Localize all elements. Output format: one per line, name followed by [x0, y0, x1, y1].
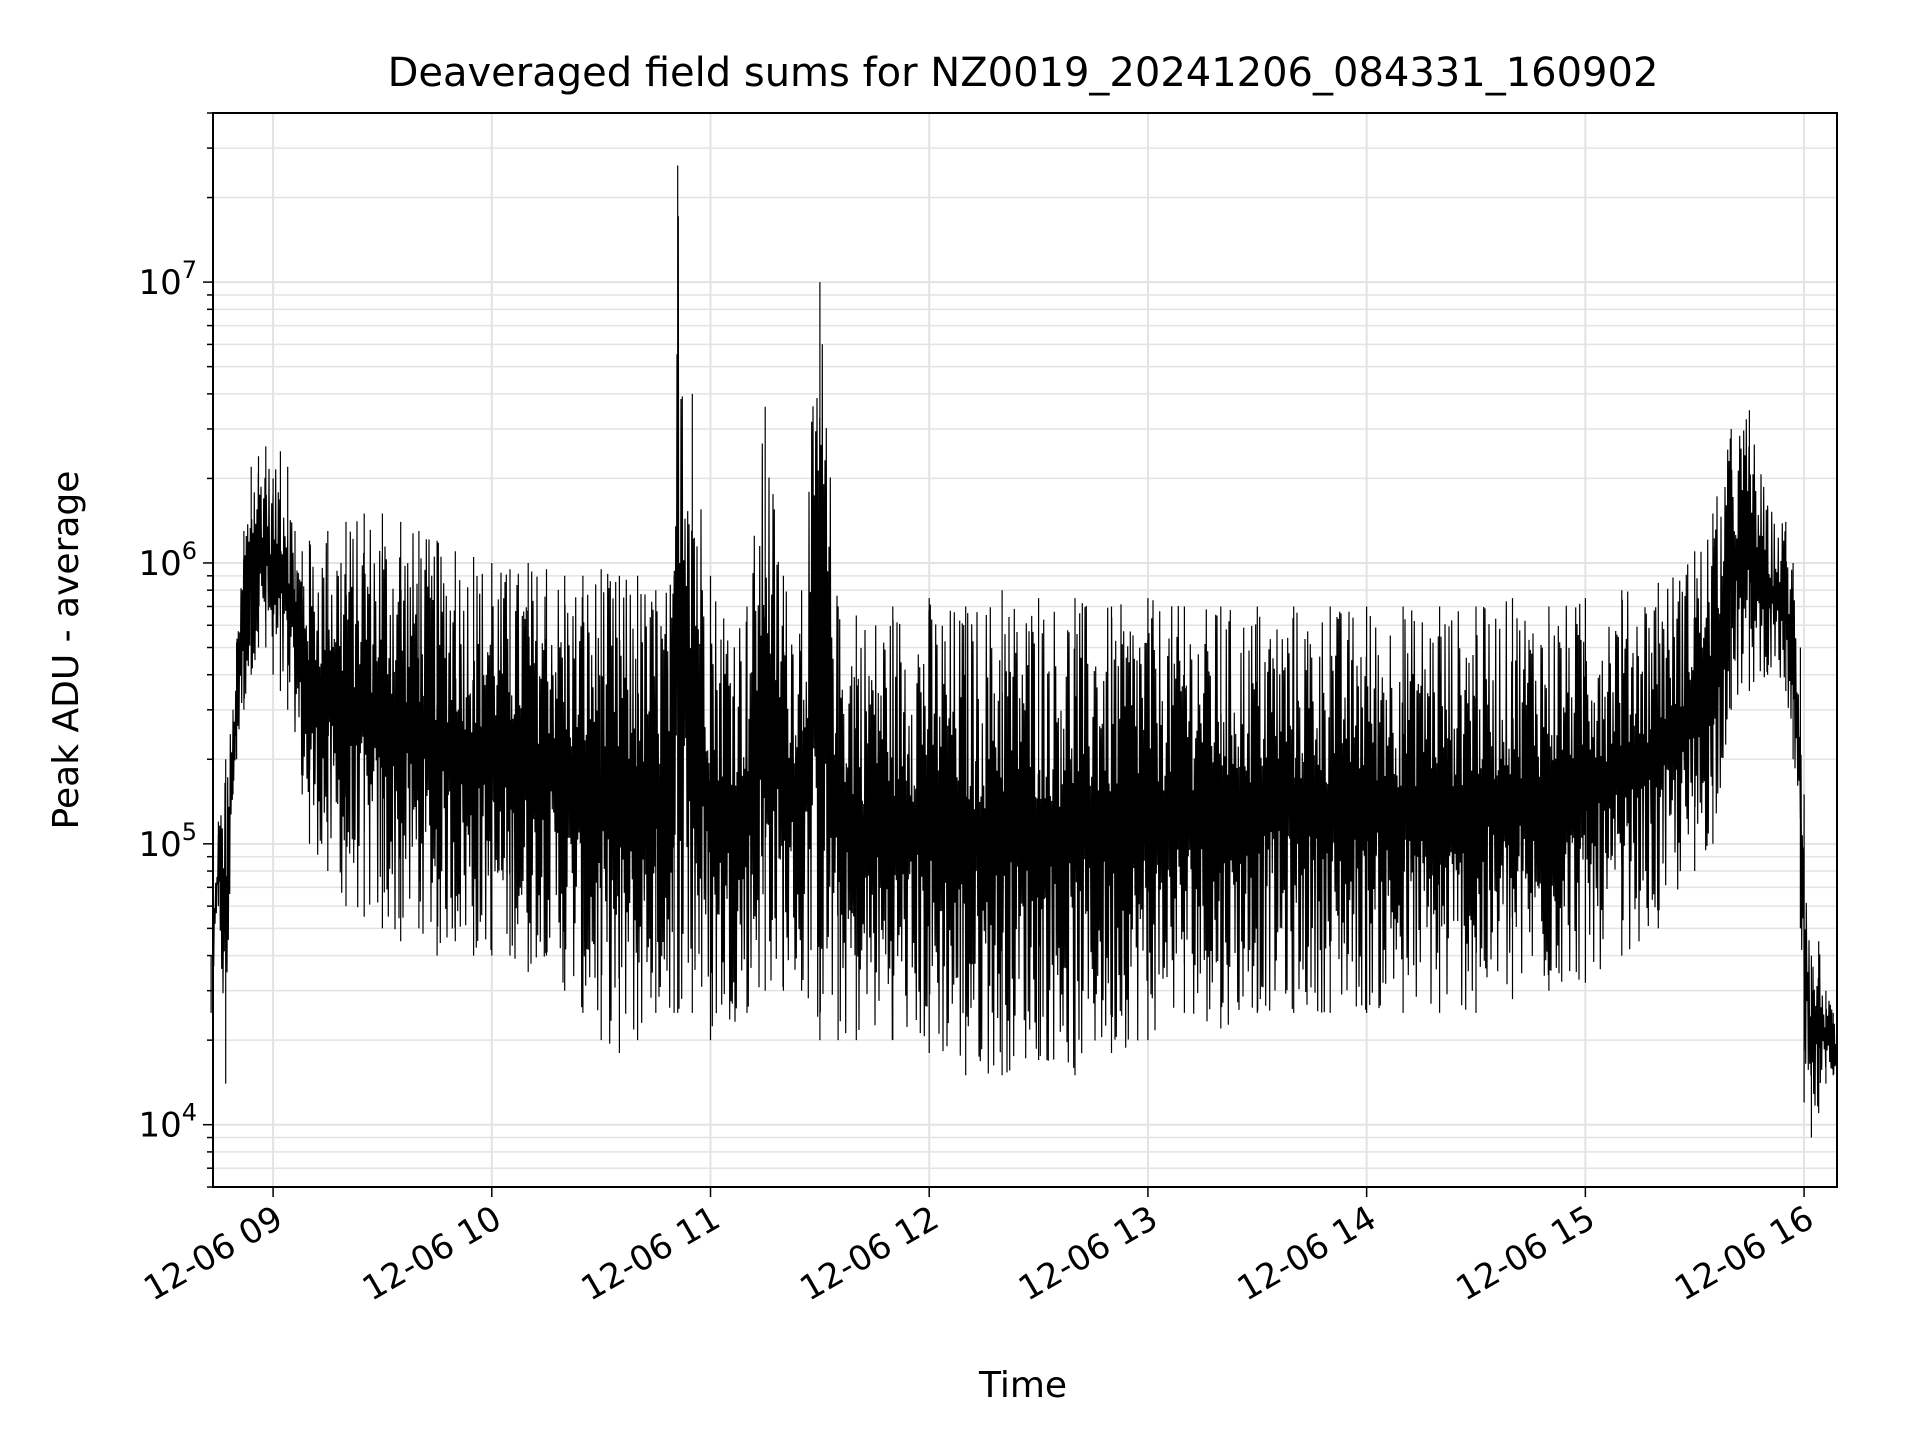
y-axis-label: Peak ADU - average: [46, 471, 87, 830]
plot-frame: [212, 112, 1838, 1188]
y-tick-label: 107: [138, 256, 197, 303]
y-tick-label: 105: [138, 818, 197, 865]
y-axis: 104 105 106 107: [138, 112, 213, 1188]
y-tick-label: 104: [138, 1099, 197, 1146]
chart-title: Deaveraged field sums for NZ0019_2024120…: [388, 50, 1659, 96]
x-axis-label: Time: [978, 1365, 1067, 1406]
series-trace: [210, 165, 1838, 1138]
series-line: [210, 165, 1838, 1138]
y-tick-label: 106: [138, 537, 197, 584]
